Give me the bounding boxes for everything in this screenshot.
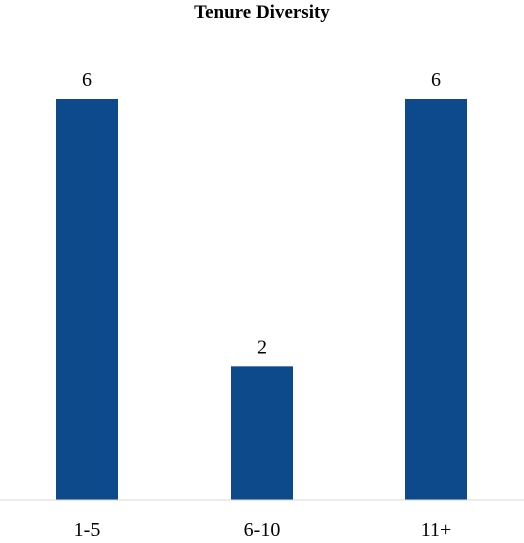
data-label-11+: 6	[431, 69, 441, 91]
x-tick-label-11+: 11+	[421, 519, 452, 541]
chart-title: Tenure Diversity	[194, 2, 330, 23]
data-label-6-10: 2	[257, 336, 267, 358]
x-tick-label-1-5: 1-5	[74, 519, 101, 541]
data-label-1-5: 6	[82, 69, 92, 91]
bar-11+	[405, 99, 467, 500]
bar-1-5	[56, 99, 118, 500]
bar-6-10	[231, 366, 293, 500]
x-tick-label-6-10: 6-10	[244, 519, 281, 541]
x-tick-labels-group: 1-5 6-10 11+	[74, 519, 452, 541]
bars-group	[56, 99, 467, 500]
data-labels-group: 6 2 6	[82, 69, 441, 358]
